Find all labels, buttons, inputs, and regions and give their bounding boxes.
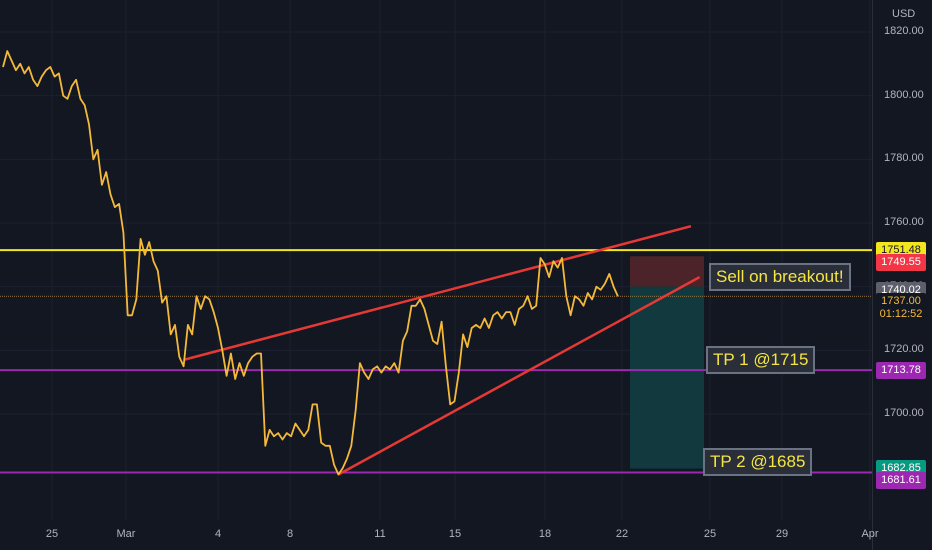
price-tag: 1681.61: [876, 472, 926, 490]
price-axis[interactable]: [872, 0, 932, 550]
price-series: [2, 50, 619, 476]
tp2-annotation[interactable]: TP 2 @1685: [703, 448, 813, 476]
price-tag: 1749.55: [876, 253, 926, 271]
x-tick-label: 29: [775, 528, 789, 540]
x-tick-label: 22: [615, 528, 629, 540]
x-tick-label: 11: [374, 528, 386, 540]
x-tick-label: 18: [538, 528, 552, 540]
sell-breakout-annotation[interactable]: Sell on breakout!: [709, 263, 851, 291]
price-tag: 1737.00: [876, 292, 926, 310]
price-tag: 1713.78: [876, 361, 926, 379]
lower-trendline[interactable]: [337, 276, 701, 476]
price-line: [2, 50, 619, 476]
x-tick-label: 4: [214, 528, 222, 540]
take-profit-zone[interactable]: [630, 286, 704, 469]
position-zones[interactable]: [630, 256, 704, 469]
x-tick-label: Mar: [116, 528, 136, 540]
y-tick-label: 1800.00: [884, 88, 924, 101]
upper-trendline[interactable]: [183, 224, 692, 362]
x-tick-label: 25: [703, 528, 717, 540]
tp1-annotation[interactable]: TP 1 @1715: [706, 346, 816, 374]
y-tick-label: 1700.00: [884, 407, 924, 419]
y-tick-label: 1780.00: [884, 152, 924, 165]
y-tick-label: 1820.00: [884, 25, 924, 37]
trendlines[interactable]: [183, 224, 701, 476]
grid: [0, 0, 872, 520]
x-tick-label: 15: [448, 528, 462, 540]
y-tick-label: 1760.00: [884, 216, 924, 228]
price-tag: 01:12:52: [876, 305, 926, 323]
x-tick-label: 8: [286, 528, 294, 540]
x-tick-label: Apr: [861, 528, 879, 540]
x-tick-label: 25: [45, 528, 59, 540]
currency-label: USD: [892, 8, 916, 20]
y-tick-label: 1720.00: [884, 343, 924, 356]
